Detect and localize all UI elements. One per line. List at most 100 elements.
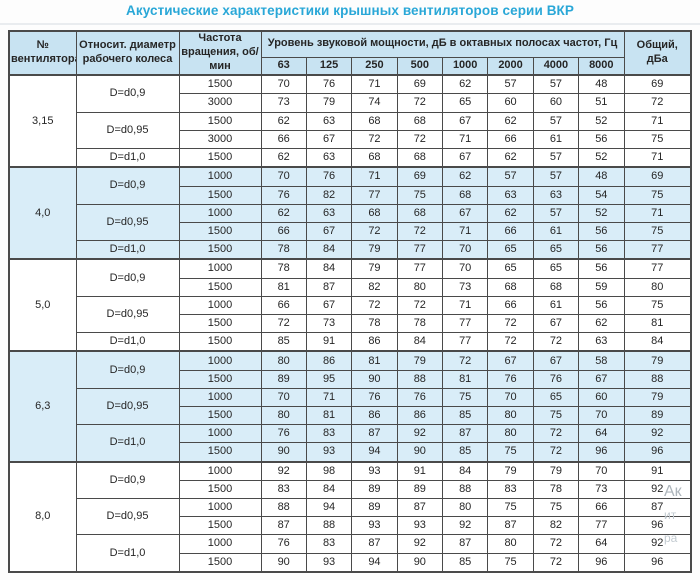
header-fan-number: № вентилятора bbox=[8, 30, 77, 76]
level-cell-1000hz: 80 bbox=[441, 498, 489, 518]
level-cell-125hz: 93 bbox=[305, 442, 353, 463]
level-cell-63hz: 78 bbox=[260, 239, 307, 260]
total-level-cell: 92 bbox=[623, 534, 692, 554]
level-cell-2000hz: 62 bbox=[487, 203, 534, 223]
level-cell-125hz: 81 bbox=[305, 405, 353, 426]
rpm-cell: 1500 bbox=[178, 405, 262, 426]
level-cell-8000hz: 64 bbox=[578, 424, 625, 444]
level-cell-63hz: 78 bbox=[260, 258, 307, 279]
data-row-fan-4,0: 4,0 D=d0,9 1000 70 76 71 69 62 57 57 48 69 bbox=[8, 166, 692, 260]
level-cell-250hz: 71 bbox=[351, 74, 398, 95]
level-cell-250hz: 82 bbox=[351, 277, 398, 297]
level-cell-250hz: 93 bbox=[351, 460, 398, 481]
level-cell-1000hz: 92 bbox=[441, 516, 489, 536]
level-cell-8000hz: 54 bbox=[578, 185, 625, 205]
level-cell-4000hz: 75 bbox=[532, 405, 580, 426]
total-level-cell: 72 bbox=[623, 93, 692, 113]
diameter-cell: D=d0,9 bbox=[75, 258, 180, 297]
header-rel-diameter: Относит. диаметр рабочего колеса bbox=[75, 30, 180, 76]
level-cell-250hz: 76 bbox=[351, 387, 398, 408]
level-cell-1000hz: 84 bbox=[441, 460, 489, 481]
total-level-cell: 87 bbox=[623, 498, 692, 518]
rpm-cell: 1500 bbox=[178, 239, 262, 260]
level-cell-500hz: 75 bbox=[396, 185, 444, 205]
level-cell-1000hz: 62 bbox=[441, 74, 489, 95]
level-cell-63hz: 62 bbox=[260, 147, 307, 168]
rpm-cell: 1000 bbox=[178, 424, 262, 444]
total-level-cell: 79 bbox=[623, 350, 692, 371]
rpm-cell: 1000 bbox=[178, 203, 262, 223]
diameter-cell: D=d0,9 bbox=[75, 460, 180, 500]
total-level-cell: 75 bbox=[623, 295, 692, 315]
total-level-cell: 77 bbox=[623, 239, 692, 260]
rpm-cell: 1000 bbox=[178, 166, 262, 187]
header-frequency-4000: 4000 bbox=[532, 56, 580, 76]
level-cell-250hz: 94 bbox=[351, 552, 398, 573]
level-cell-4000hz: 67 bbox=[532, 313, 580, 334]
level-cell-2000hz: 60 bbox=[487, 93, 534, 113]
level-cell-1000hz: 75 bbox=[441, 387, 489, 408]
fan-size-cell: 3,15 bbox=[8, 73, 77, 168]
rpm-cell: 1500 bbox=[178, 221, 262, 241]
diameter-cell: D=d0,95 bbox=[75, 203, 180, 241]
level-cell-1000hz: 77 bbox=[441, 332, 489, 352]
level-cell-2000hz: 72 bbox=[487, 332, 534, 352]
level-cell-250hz: 72 bbox=[351, 295, 398, 315]
level-cell-2000hz: 65 bbox=[487, 239, 534, 260]
level-cell-250hz: 89 bbox=[351, 479, 398, 500]
rpm-cell: 1000 bbox=[178, 350, 262, 371]
level-cell-2000hz: 80 bbox=[487, 405, 534, 426]
level-cell-2000hz: 57 bbox=[487, 166, 534, 187]
level-cell-125hz: 76 bbox=[305, 74, 353, 95]
level-cell-4000hz: 79 bbox=[532, 460, 580, 481]
level-cell-63hz: 66 bbox=[260, 221, 307, 241]
total-level-cell: 92 bbox=[623, 479, 692, 500]
level-cell-63hz: 73 bbox=[260, 93, 307, 113]
level-cell-4000hz: 60 bbox=[532, 93, 580, 113]
level-cell-1000hz: 85 bbox=[441, 405, 489, 426]
header-frequency-63: 63 bbox=[260, 56, 307, 76]
level-cell-4000hz: 61 bbox=[532, 295, 580, 315]
level-cell-125hz: 83 bbox=[305, 424, 353, 444]
level-cell-1000hz: 67 bbox=[441, 147, 489, 168]
level-cell-4000hz: 61 bbox=[532, 129, 580, 149]
total-level-cell: 81 bbox=[623, 313, 692, 334]
level-cell-500hz: 88 bbox=[396, 369, 444, 389]
level-cell-2000hz: 87 bbox=[487, 516, 534, 536]
data-row-fan-3,15: 3000 73 79 74 72 65 60 60 51 72 bbox=[9, 93, 692, 113]
rpm-cell: 1500 bbox=[178, 147, 262, 168]
level-cell-4000hz: 82 bbox=[532, 516, 580, 536]
level-cell-63hz: 76 bbox=[260, 534, 307, 554]
level-cell-1000hz: 71 bbox=[441, 295, 489, 315]
level-cell-63hz: 90 bbox=[260, 442, 307, 463]
level-cell-500hz: 69 bbox=[396, 74, 444, 95]
data-row-fan-8,0: 1500 90 93 94 90 85 75 72 96 96 bbox=[9, 552, 692, 573]
level-cell-4000hz: 72 bbox=[532, 424, 580, 444]
level-cell-125hz: 84 bbox=[305, 258, 353, 279]
level-cell-63hz: 66 bbox=[260, 129, 307, 149]
diameter-cell: D=d0,9 bbox=[75, 350, 180, 389]
level-cell-4000hz: 65 bbox=[532, 387, 580, 408]
diameter-cell: D=d1,0 bbox=[75, 424, 180, 463]
data-row-fan-3,15: 3000 66 67 72 72 71 66 61 56 75 bbox=[9, 129, 692, 149]
header-frequency-125: 125 bbox=[305, 56, 353, 76]
level-cell-250hz: 68 bbox=[351, 203, 398, 223]
level-cell-2000hz: 75 bbox=[487, 442, 534, 463]
level-cell-8000hz: 59 bbox=[578, 277, 625, 297]
level-cell-1000hz: 70 bbox=[441, 239, 489, 260]
data-row-fan-3,15: D=d0,95 1500 62 63 68 68 67 62 57 52 71 bbox=[9, 111, 692, 149]
level-cell-63hz: 76 bbox=[260, 185, 307, 205]
total-level-cell: 71 bbox=[623, 147, 692, 168]
level-cell-250hz: 87 bbox=[351, 424, 398, 444]
rpm-cell: 1000 bbox=[178, 295, 262, 315]
level-cell-63hz: 80 bbox=[260, 405, 307, 426]
data-row-fan-8,0: D=d1,0 1000 76 83 87 92 87 80 72 64 92 bbox=[9, 534, 692, 573]
total-level-cell: 96 bbox=[623, 516, 692, 536]
data-row-fan-3,15: 3,15 D=d0,9 1500 70 76 71 69 62 57 57 48 69 bbox=[8, 73, 692, 168]
header-frequency-500: 500 bbox=[396, 56, 444, 76]
level-cell-125hz: 76 bbox=[305, 166, 353, 187]
level-cell-8000hz: 77 bbox=[578, 516, 625, 536]
level-cell-125hz: 84 bbox=[305, 479, 353, 500]
rpm-cell: 1500 bbox=[178, 313, 262, 334]
total-level-cell: 80 bbox=[623, 277, 692, 297]
